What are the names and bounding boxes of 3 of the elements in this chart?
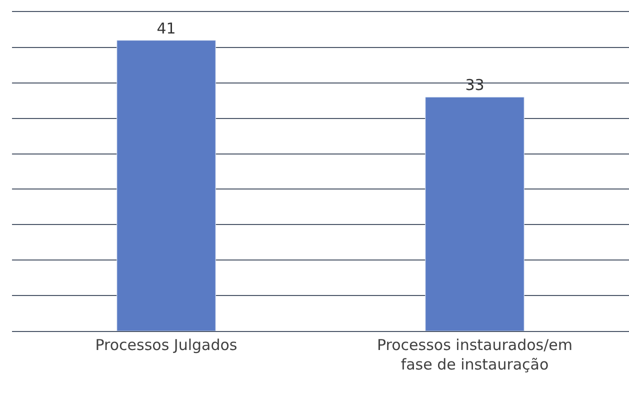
data-label: 41 [156, 19, 176, 38]
x-tick-label: Processos instaurados/em fase de instauração [377, 336, 572, 374]
x-tick-label: Processos Julgados [95, 336, 238, 354]
